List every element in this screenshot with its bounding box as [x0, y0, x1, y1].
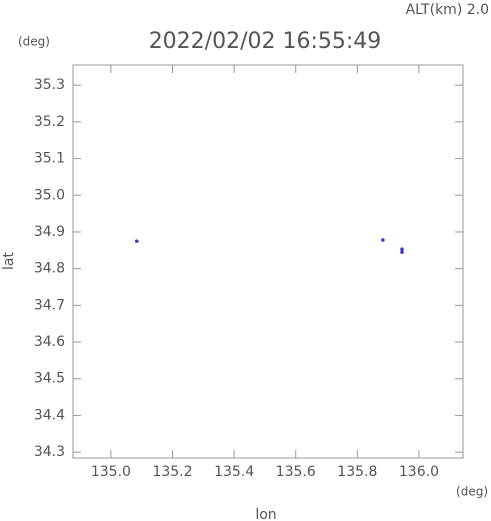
x-tick-label: 135.8 [337, 464, 377, 480]
x-tick-label: 135.4 [214, 464, 254, 480]
x-tick-label: 135.0 [91, 464, 131, 480]
y-tick-label: 35.3 [34, 77, 65, 93]
y-axis-label: lat [1, 252, 17, 270]
data-point [400, 250, 404, 254]
x-tick-label: 135.6 [276, 464, 316, 480]
y-tick-label: 34.8 [34, 261, 65, 277]
data-point [400, 247, 404, 252]
data-point [381, 238, 385, 242]
y-tick-label: 34.7 [34, 297, 65, 313]
y-tick-label: 34.3 [34, 444, 65, 460]
x-axis-label: lon [255, 507, 276, 521]
plot-frame [72, 64, 464, 459]
y-tick-label: 34.4 [34, 407, 65, 423]
x-unit: (deg) [456, 485, 488, 499]
chart-title: 2022/02/02 16:55:49 [149, 29, 382, 54]
y-tick-label: 34.9 [34, 224, 65, 240]
altitude-label: ALT(km) 2.0 [406, 2, 489, 18]
y-tick-label: 35.0 [34, 187, 65, 203]
x-tick-label: 135.2 [152, 464, 192, 480]
y-unit: (deg) [18, 35, 50, 49]
x-tick-label: 136.0 [399, 464, 439, 480]
data-point [134, 239, 139, 243]
y-tick-label: 35.2 [34, 114, 65, 130]
y-tick-label: 34.5 [34, 371, 65, 387]
y-tick-label: 34.6 [34, 334, 65, 350]
y-tick-label: 35.1 [34, 151, 65, 167]
